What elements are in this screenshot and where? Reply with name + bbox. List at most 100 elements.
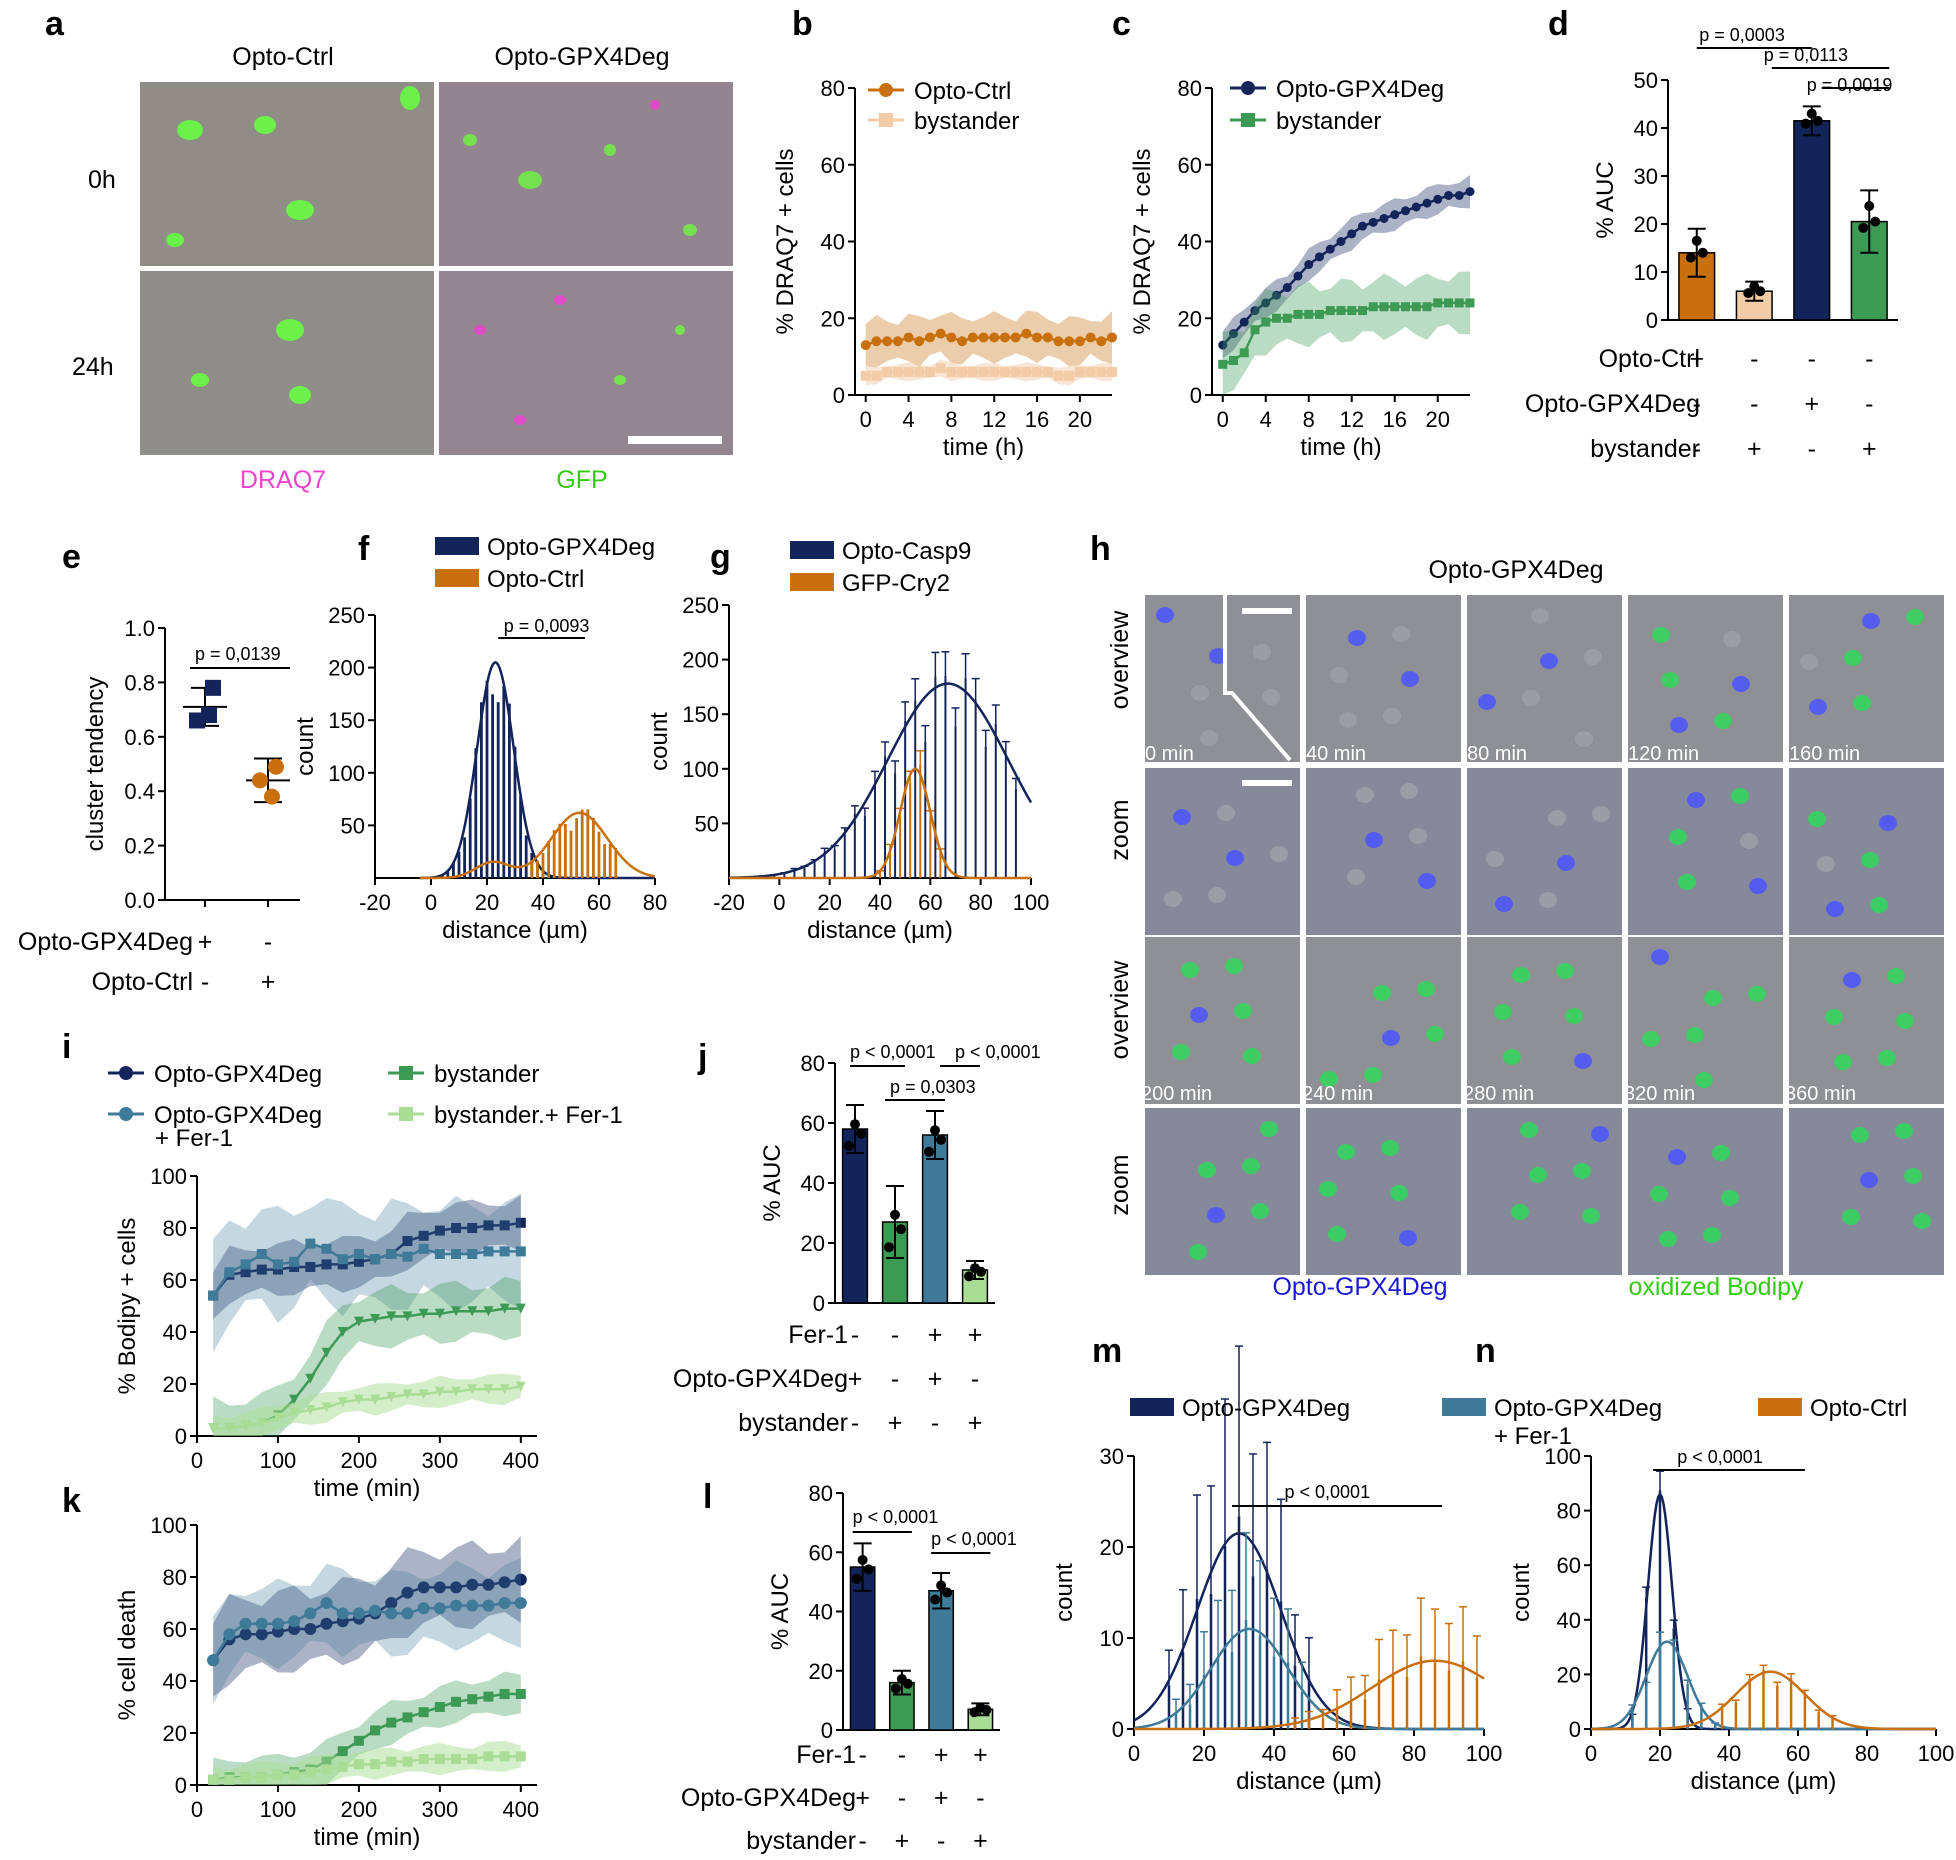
x-tick-label: 400	[502, 1797, 539, 1822]
cell	[1486, 851, 1504, 867]
cell	[1417, 981, 1435, 997]
condition-sign: -	[898, 1741, 906, 1769]
condition-label: Opto-GPX4Deg	[681, 1784, 856, 1812]
legend-swatch	[790, 573, 834, 591]
data-point	[1337, 237, 1346, 246]
cell	[463, 134, 477, 146]
data-point	[435, 1249, 445, 1259]
histogram-bar	[463, 837, 466, 878]
cell	[1426, 1026, 1444, 1042]
cell	[1234, 1003, 1252, 1019]
cell	[1853, 695, 1871, 711]
histogram-bar	[1005, 756, 1007, 878]
histogram-bar	[575, 818, 578, 878]
y-tick-label: 40	[163, 1669, 187, 1694]
cell	[1242, 1158, 1260, 1174]
y-tick-label: 80	[1178, 76, 1202, 101]
cell	[1825, 1009, 1843, 1025]
x-tick-label: 20	[1068, 407, 1092, 432]
histogram-bar	[1406, 1677, 1409, 1729]
x-tick-label: 0	[191, 1448, 203, 1473]
y-tick-label: 60	[163, 1268, 187, 1293]
histogram-bar	[1280, 1601, 1283, 1729]
cell	[1189, 1244, 1207, 1260]
y-tick-label: 80	[801, 1051, 825, 1076]
condition-sign: -	[1865, 345, 1873, 373]
condition-sign: +	[928, 1365, 943, 1393]
cell	[1364, 1067, 1382, 1083]
replicate-dot	[924, 1147, 934, 1157]
bar	[1794, 121, 1830, 320]
condition-label: Fer-1	[788, 1321, 848, 1349]
y-axis-label: % DRAQ7 + cells	[1129, 148, 1156, 334]
data-point	[925, 367, 935, 377]
data-point	[1455, 298, 1464, 307]
y-axis-label: count	[1508, 1563, 1535, 1622]
x-tick-label: 40	[531, 890, 555, 915]
cell	[1260, 1121, 1278, 1137]
replicate-dot	[930, 1125, 940, 1135]
condition-sign: +	[895, 1827, 910, 1855]
y-tick-label: 150	[328, 708, 365, 733]
cell	[1539, 892, 1557, 908]
bar	[843, 1129, 868, 1303]
cell	[177, 120, 203, 140]
x-tick-label: 0	[1128, 1741, 1140, 1766]
cell	[286, 200, 314, 220]
data-point	[1412, 302, 1421, 311]
data-point	[467, 1694, 477, 1704]
histogram-bar	[1168, 1685, 1171, 1729]
histogram-bar	[491, 694, 494, 878]
histogram-bar	[1420, 1656, 1423, 1729]
y-tick-label: 100	[1544, 1444, 1581, 1469]
data-point	[936, 363, 946, 373]
cell	[604, 144, 616, 156]
data-point	[419, 1244, 429, 1254]
condition-label: Opto-Ctrl	[1599, 345, 1700, 373]
replicate-dot	[850, 1119, 860, 1129]
cell	[400, 86, 420, 110]
condition-sign: +	[848, 1365, 863, 1393]
cell	[683, 224, 697, 236]
x-tick-label: 80	[968, 890, 992, 915]
legend-label: Opto-Ctrl	[1810, 1395, 1907, 1422]
condition-sign: -	[1808, 435, 1816, 463]
time-label: 240 min	[1302, 1083, 1373, 1105]
x-tick-label: 80	[1402, 1741, 1426, 1766]
replicate-dot	[1686, 253, 1696, 263]
data-point	[1326, 245, 1335, 254]
cell	[1173, 809, 1191, 825]
data-point	[1272, 314, 1281, 323]
cell	[1878, 1050, 1896, 1066]
data-point	[338, 1762, 348, 1772]
data-point	[208, 1291, 218, 1301]
cell	[1191, 685, 1209, 701]
replicate-dot	[1858, 223, 1868, 233]
data-point	[1086, 367, 1096, 377]
data-point	[435, 1702, 445, 1712]
histogram-bar	[558, 824, 561, 878]
cell	[1582, 1208, 1600, 1224]
cell	[1156, 607, 1174, 623]
cell	[650, 100, 660, 110]
condition-sign: +	[934, 1741, 949, 1769]
y-tick-label: 100	[682, 757, 719, 782]
x-tick-label: 300	[421, 1797, 458, 1822]
legend-marker	[399, 1107, 413, 1121]
data-point	[338, 1746, 348, 1756]
cell	[1887, 968, 1905, 984]
x-axis-label: distance (µm)	[442, 917, 588, 944]
condition-sign: -	[264, 928, 272, 956]
cell	[1319, 1181, 1337, 1197]
x-tick-label: 0	[773, 890, 785, 915]
panel-a: a Opto-Ctrl Opto-GPX4Deg 0h 24h	[45, 5, 733, 494]
data-point	[1304, 310, 1313, 319]
cell	[1529, 1167, 1547, 1183]
cell	[1172, 1044, 1190, 1060]
legend-swatch	[435, 537, 479, 555]
legend-label: Opto-Ctrl	[487, 566, 584, 593]
condition-sign: -	[851, 1409, 859, 1437]
cell	[1895, 1123, 1913, 1139]
